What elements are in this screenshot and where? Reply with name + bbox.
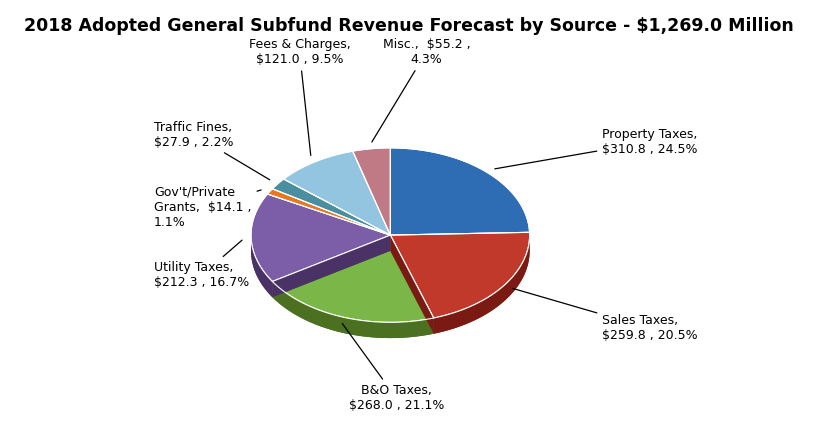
Text: Misc.,  $55.2 ,
4.3%: Misc., $55.2 , 4.3% [372, 38, 471, 142]
Polygon shape [272, 235, 391, 297]
Polygon shape [353, 148, 391, 235]
Polygon shape [272, 282, 434, 338]
Polygon shape [272, 235, 391, 297]
Text: Utility Taxes,
$212.3 , 16.7%: Utility Taxes, $212.3 , 16.7% [154, 240, 249, 289]
Text: Gov't/Private
Grants,  $14.1 ,
1.1%: Gov't/Private Grants, $14.1 , 1.1% [154, 186, 261, 229]
Text: 2018 Adopted General Subfund Revenue Forecast by Source - $1,269.0 Million: 2018 Adopted General Subfund Revenue For… [24, 17, 793, 35]
Text: Sales Taxes,
$259.8 , 20.5%: Sales Taxes, $259.8 , 20.5% [513, 288, 698, 342]
Polygon shape [391, 235, 434, 334]
Polygon shape [251, 236, 272, 297]
Polygon shape [251, 194, 391, 282]
Polygon shape [251, 235, 272, 297]
Polygon shape [283, 151, 391, 235]
Text: Fees & Charges,
$121.0 , 9.5%: Fees & Charges, $121.0 , 9.5% [248, 38, 350, 155]
Text: B&O Taxes,
$268.0 , 21.1%: B&O Taxes, $268.0 , 21.1% [342, 324, 444, 412]
Polygon shape [272, 235, 391, 297]
Polygon shape [272, 235, 434, 322]
Text: Traffic Fines,
$27.9 , 2.2%: Traffic Fines, $27.9 , 2.2% [154, 121, 270, 180]
Polygon shape [391, 148, 529, 235]
Polygon shape [391, 235, 434, 334]
Ellipse shape [251, 163, 529, 338]
Polygon shape [391, 232, 529, 318]
Polygon shape [391, 235, 434, 334]
Polygon shape [272, 179, 391, 235]
Polygon shape [272, 282, 434, 338]
Polygon shape [434, 236, 529, 334]
Text: Property Taxes,
$310.8 , 24.5%: Property Taxes, $310.8 , 24.5% [495, 128, 698, 169]
Polygon shape [391, 235, 434, 334]
Polygon shape [267, 189, 391, 235]
Polygon shape [434, 237, 529, 334]
Polygon shape [272, 235, 391, 297]
